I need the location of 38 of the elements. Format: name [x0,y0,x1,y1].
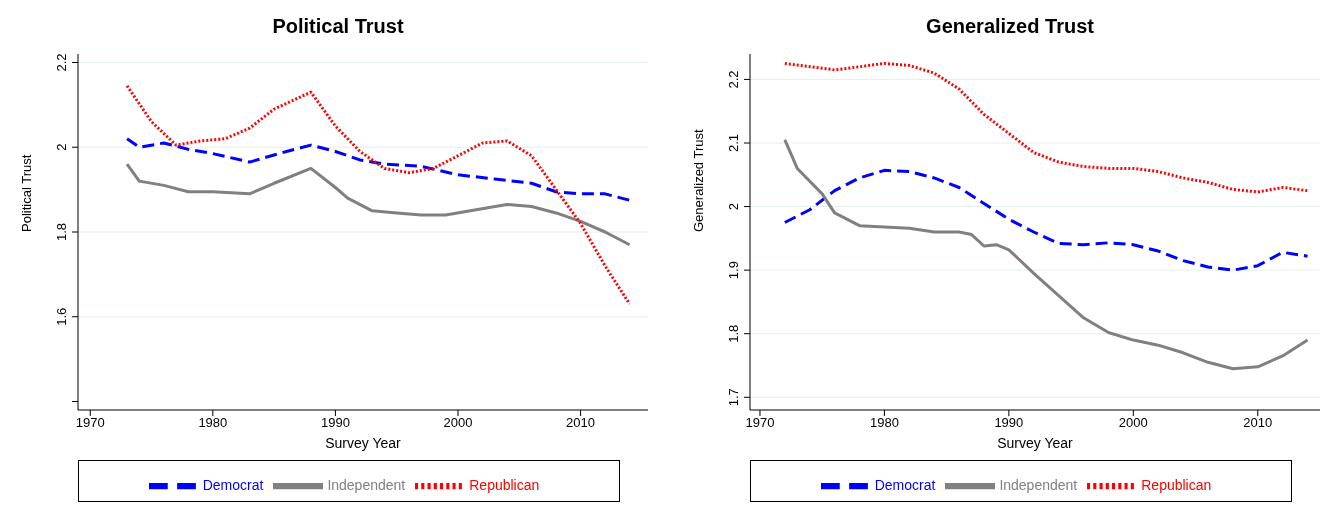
legend-label: Independent [999,476,1078,493]
x-tick-label: 2010 [566,415,596,431]
x-tick-label: 1980 [869,415,899,431]
y-tick-label: 2 [726,202,741,211]
x-tick-label: 2000 [443,415,473,431]
x-axis-title: Survey Year [325,435,402,451]
x-tick-label: 1970 [75,415,105,431]
y-axis-title: Generalized Trust [690,129,706,232]
y-tick-label: 1.9 [726,261,741,280]
y-tick-label: 1.8 [726,324,741,343]
legend-label: Democrat [874,476,936,493]
y-tick-label: 2.2 [54,53,69,72]
x-tick-label: 1980 [198,415,228,431]
legend-label: Independent [327,476,406,493]
chart-title: Political Trust [271,14,405,39]
y-tick-label: 1.6 [54,307,69,326]
x-tick-label: 1990 [994,415,1024,431]
y-tick-label: 2.2 [726,70,741,89]
y-axis-title: Political Trust [18,154,34,232]
y-tick-label: 2 [54,143,69,151]
legend-label: Republican [1141,476,1212,493]
legend-label: Republican [469,476,540,493]
x-tick-label: 1970 [745,415,775,431]
y-tick-label: 1.8 [54,222,69,242]
x-tick-label: 2000 [1118,415,1148,431]
x-tick-label: 2010 [1243,415,1273,431]
x-axis-title: Survey Year [997,435,1074,451]
legend-label: Democrat [202,476,264,493]
line-series [783,138,1310,371]
line-series [783,168,1310,272]
line-series [125,137,632,202]
y-tick-label: 2.1 [726,133,741,153]
x-tick-label: 1990 [320,415,350,431]
y-tick-label: 1.7 [726,388,741,407]
line-series [125,162,632,247]
chart-title: Generalized Trust [925,14,1095,39]
line-series [125,84,632,306]
line-series [783,62,1310,194]
